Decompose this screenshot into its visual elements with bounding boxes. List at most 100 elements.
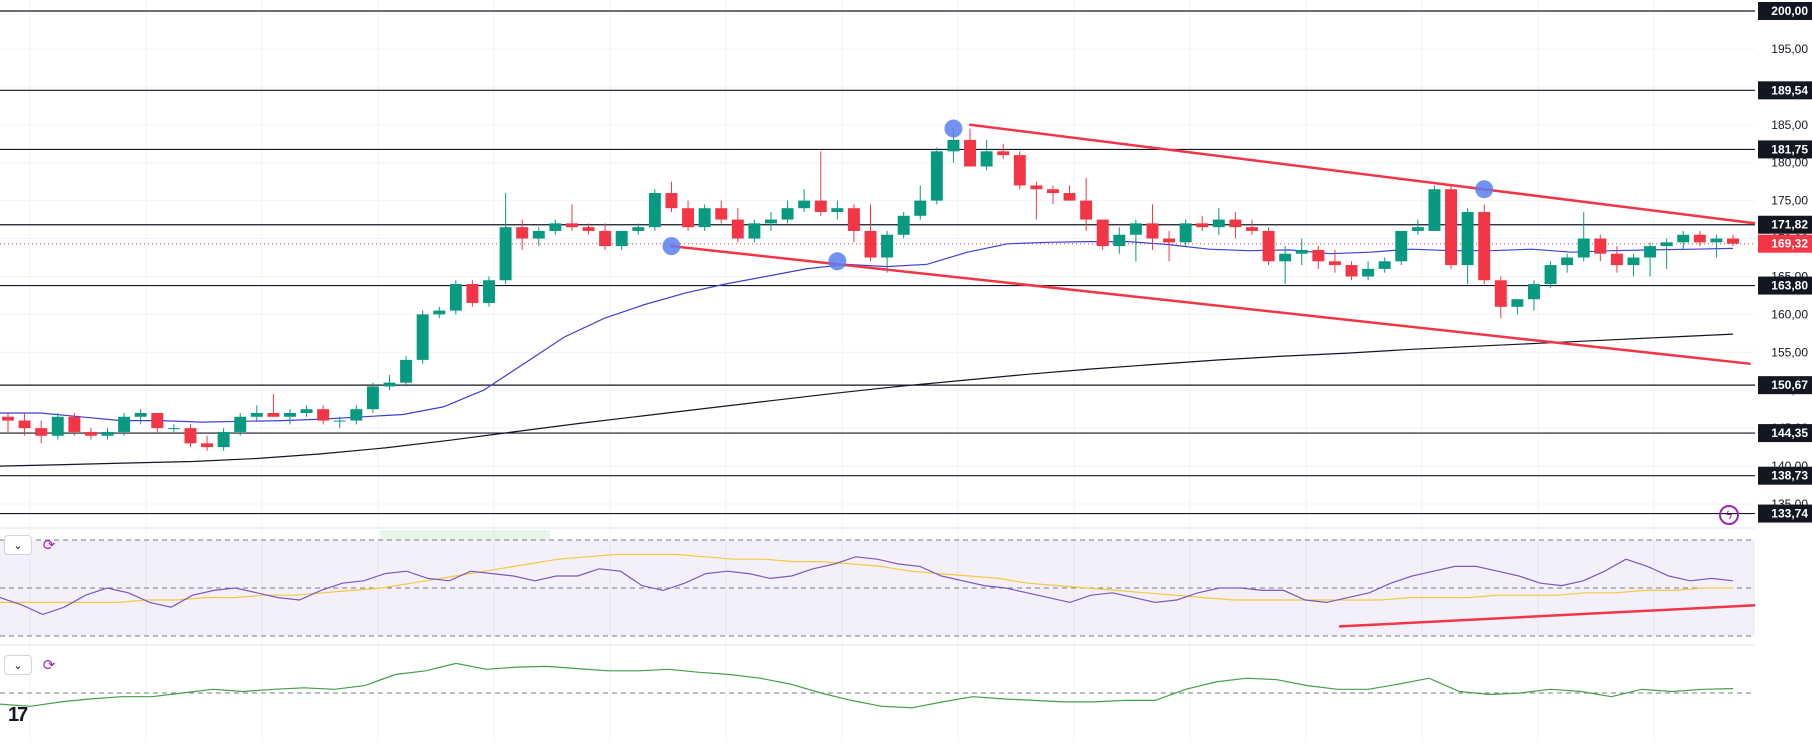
candle-body [1677,234,1690,243]
channel-line [968,123,1812,232]
level-badge-label: 181,75 [1771,142,1808,156]
rsi-refresh-icon[interactable]: ⟳ [42,537,56,554]
candle-body [2,416,14,421]
candle-body [1146,223,1159,239]
candle-body [333,420,346,422]
candle-body [897,215,910,235]
candle-body [1378,261,1391,269]
candle-body [1445,189,1457,266]
price-axis[interactable]: 135,00140,00145,00150,00155,00160,00165,… [1755,0,1812,744]
rsi-collapse-button[interactable]: ⌄ [4,535,32,555]
candle-body [466,284,479,304]
candle-body [665,193,678,209]
level-badge-label: 133,74 [1771,507,1808,521]
candle-body [648,193,661,228]
candle-body [1610,253,1623,266]
candle-body [234,416,247,432]
level-badge-label: 144,35 [1771,426,1808,440]
level-badge-label: 200,00 [1771,4,1808,18]
level-badge-label: 189,54 [1771,83,1808,97]
candle-body [184,428,197,444]
candle-body [814,200,827,212]
candle-body [217,431,230,448]
candle-body [1163,238,1176,243]
candle-body [1030,185,1043,190]
candle-body [201,443,214,448]
price-tick-label: 180,00 [1771,156,1808,170]
candle-body [599,230,612,247]
candle-body [1644,246,1657,258]
candle-body [1561,257,1574,266]
candle-body [1229,219,1242,228]
level-badge [1758,81,1812,100]
candle-body [997,151,1010,156]
price-tick-label: 155,00 [1771,345,1808,359]
candle-body [864,230,877,258]
oscillator-pane[interactable]: 0,500,00-0,50 [0,649,1808,737]
candle-body [1013,155,1026,186]
candle-body [433,310,446,315]
level-badge [1758,504,1812,523]
candle-body [1046,189,1059,194]
candle-body [1262,230,1275,262]
level-badge [1758,140,1812,159]
pivot-marker [1475,180,1494,199]
candle-body [134,412,147,417]
candle-body [930,151,943,201]
candle-body [731,219,744,239]
trend-channel[interactable] [662,119,1812,365]
candle-body [267,412,280,417]
price-tick-label: 175,00 [1771,194,1808,208]
candle-body [167,428,180,430]
level-badge-label: 150,67 [1771,378,1808,392]
candle-body [682,208,695,228]
candle-body [18,420,31,429]
candle-body [317,409,330,421]
candle-body [831,208,844,212]
candle-body [1461,211,1474,266]
candle-body [582,227,595,231]
oscillator-collapse-button[interactable]: ⌄ [4,655,32,675]
candle-body [1544,265,1557,285]
candle-body [1096,219,1109,247]
candle-body [615,230,628,247]
candle-body [1478,211,1491,281]
candle-body [980,151,993,167]
pivot-marker [662,237,681,256]
oscillator-refresh-icon[interactable]: ⟳ [42,657,56,674]
rsi-pane[interactable]: 40,0060,00 [0,530,1812,640]
level-badge [1758,215,1812,234]
candle-body [118,416,131,432]
candle-body [1063,193,1076,201]
candle-body [51,416,64,436]
pivot-marker [828,252,847,271]
candle-body [1295,249,1308,254]
candle-body [632,227,645,231]
candle-body [1693,234,1706,243]
candle-body [1511,299,1524,307]
level-badge-label: 138,73 [1771,469,1808,483]
candle-body [765,219,777,224]
candle-body [499,227,512,281]
candle-body [1395,230,1408,262]
candle-body [449,284,462,311]
candle-body [1627,257,1640,266]
candle-body [1196,223,1209,228]
oscillator-line [0,662,1734,709]
level-badge [1758,376,1812,395]
candle-body [798,200,811,209]
candle-body [350,409,363,421]
candle-body [1345,265,1358,277]
candle-body [400,359,413,383]
candle-body [35,428,48,436]
candle-body [1129,223,1142,235]
candle-body [483,280,495,304]
level-badge-label: 163,80 [1771,279,1808,293]
lightning-icon[interactable]: ϟ [1719,505,1739,525]
candle-body [1212,219,1225,228]
candle-body [698,208,711,228]
level-badge [1758,2,1812,20]
candle-body [1594,238,1607,254]
tradingview-logo-icon: 17 [8,704,28,726]
